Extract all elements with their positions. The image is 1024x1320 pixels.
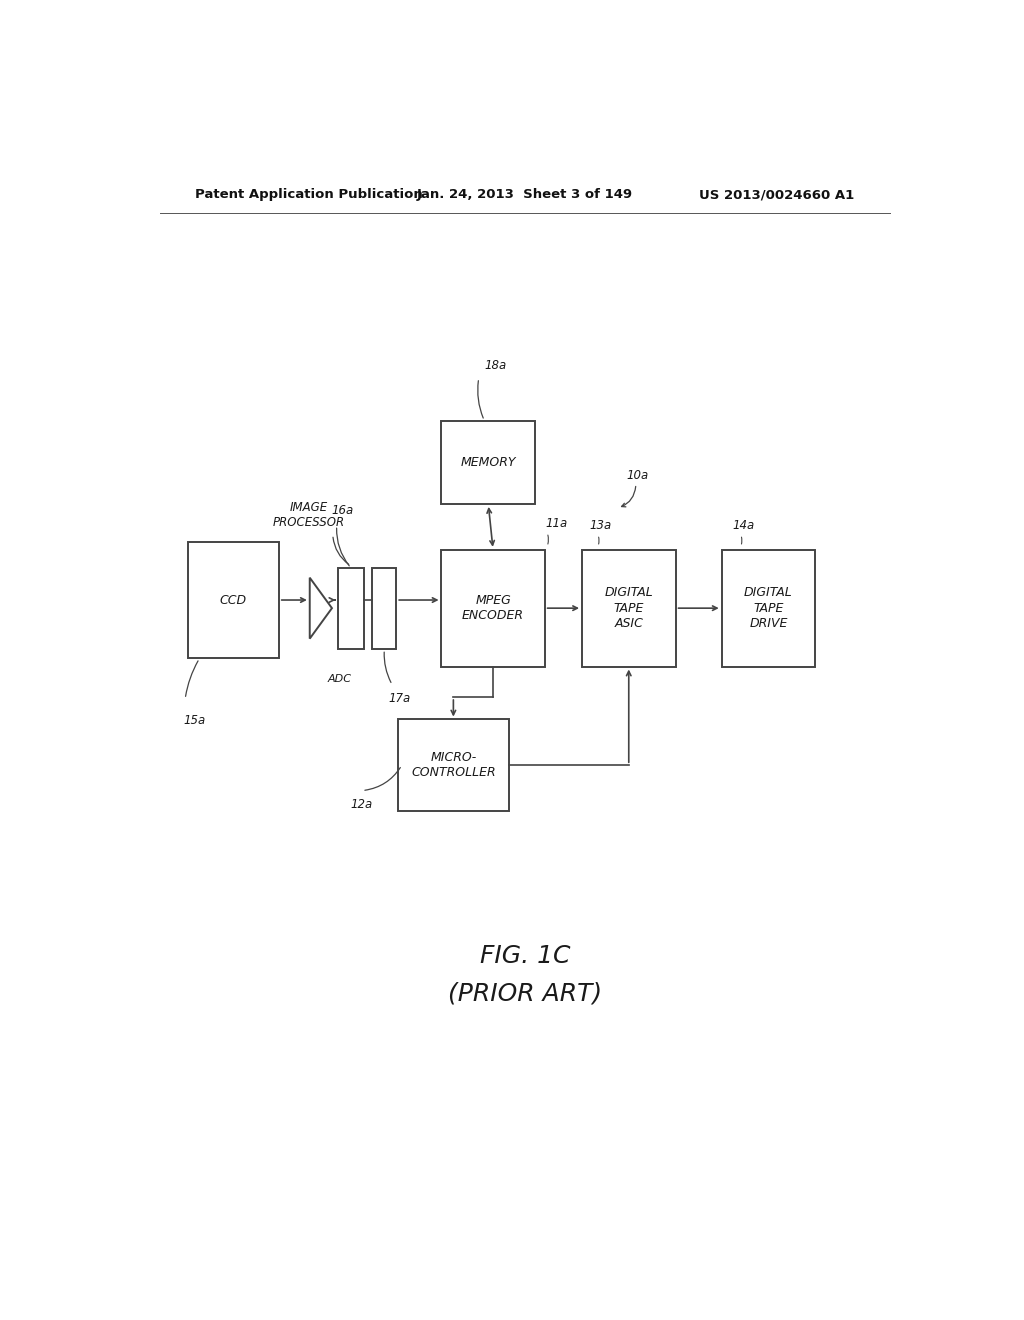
Bar <box>338 568 364 649</box>
Text: 18a: 18a <box>484 359 507 372</box>
Text: 10a: 10a <box>627 469 648 482</box>
Bar <box>441 549 545 667</box>
Text: Jan. 24, 2013  Sheet 3 of 149: Jan. 24, 2013 Sheet 3 of 149 <box>417 189 633 202</box>
Text: (PRIOR ART): (PRIOR ART) <box>447 982 602 1006</box>
Bar <box>441 421 536 504</box>
Bar <box>582 549 676 667</box>
Text: 13a: 13a <box>590 520 612 532</box>
Text: MPEG
ENCODER: MPEG ENCODER <box>462 594 524 623</box>
Text: Patent Application Publication: Patent Application Publication <box>196 189 423 202</box>
Bar <box>722 549 815 667</box>
Text: MICRO-
CONTROLLER: MICRO- CONTROLLER <box>411 751 496 779</box>
Bar <box>397 719 509 810</box>
Text: DIGITAL
TAPE
DRIVE: DIGITAL TAPE DRIVE <box>744 586 793 630</box>
Text: 15a: 15a <box>183 714 206 727</box>
Polygon shape <box>309 578 332 639</box>
Text: US 2013/0024660 A1: US 2013/0024660 A1 <box>699 189 854 202</box>
Bar <box>373 568 396 649</box>
Text: CCD: CCD <box>219 594 247 606</box>
Text: 16a: 16a <box>331 504 353 517</box>
Text: 14a: 14a <box>733 520 755 532</box>
Text: MEMORY: MEMORY <box>461 455 516 469</box>
Text: FIG. 1C: FIG. 1C <box>479 944 570 969</box>
Text: 12a: 12a <box>350 797 373 810</box>
Text: 11a: 11a <box>546 517 567 531</box>
Text: 17a: 17a <box>388 692 411 705</box>
Text: IMAGE
PROCESSOR: IMAGE PROCESSOR <box>272 502 345 529</box>
Text: ADC: ADC <box>328 673 352 684</box>
Text: DIGITAL
TAPE
ASIC: DIGITAL TAPE ASIC <box>604 586 653 630</box>
Bar <box>187 541 279 659</box>
